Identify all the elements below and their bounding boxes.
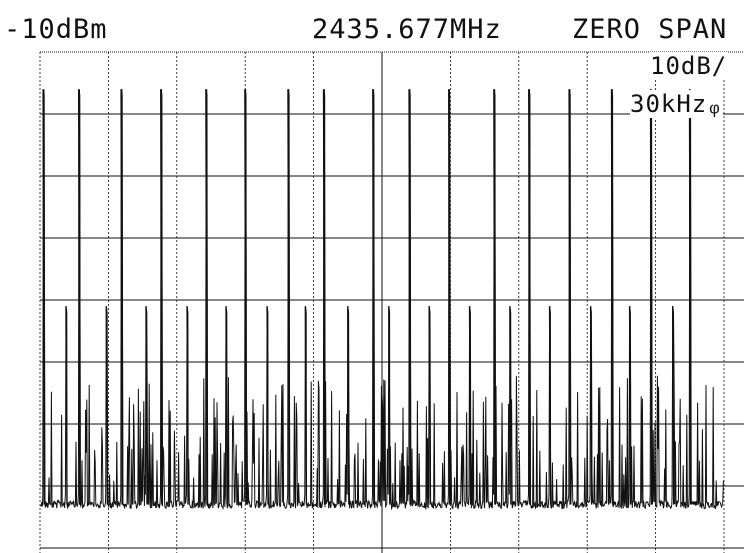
- span-mode: ZERO SPAN: [572, 14, 728, 45]
- trace-peak: [408, 89, 412, 505]
- trace-peak: [649, 89, 653, 505]
- trace-mid-peak: [105, 306, 109, 505]
- trace-peak: [688, 89, 692, 505]
- trace-mid-peak: [388, 306, 391, 505]
- trace-peak: [493, 89, 497, 505]
- trace-line: [39, 89, 724, 511]
- center-frequency: 2435.677MHz: [312, 14, 502, 45]
- trace-mid-peak: [548, 306, 552, 505]
- trace-mid-peak: [468, 306, 472, 505]
- trace-peak: [77, 89, 81, 505]
- reference-level: -10dBm: [4, 14, 108, 45]
- trace-mid-peak: [304, 306, 308, 505]
- trace-peak: [205, 89, 209, 505]
- trace-mid-peak: [428, 306, 431, 505]
- trace-mid-peak: [225, 306, 228, 505]
- trace-mid-peak: [628, 306, 632, 505]
- trace-peak: [568, 89, 572, 505]
- trace-group: [39, 89, 724, 511]
- trace-mid-peak: [509, 306, 512, 505]
- trace-mid-peak: [65, 306, 68, 505]
- trace-mid-peak: [145, 306, 148, 505]
- trace-peak: [528, 89, 532, 505]
- trace-peak: [120, 89, 124, 505]
- trace-mid-peak: [672, 306, 675, 505]
- trace-peak: [610, 89, 614, 505]
- trace-mid-peak: [589, 306, 593, 505]
- trace-peak: [448, 89, 452, 505]
- trace-peak: [287, 89, 291, 505]
- trace-peak: [42, 89, 46, 505]
- trace-peak: [372, 89, 376, 505]
- trace-peak: [244, 89, 248, 505]
- resolution-bandwidth: 30kHzᵩ: [630, 90, 723, 118]
- scale-per-division: 10dB/: [650, 52, 728, 80]
- trace-mid-peak: [266, 306, 269, 505]
- trace-mid-peak: [347, 306, 350, 505]
- trace-peak: [322, 89, 326, 505]
- trace-peak: [160, 89, 164, 505]
- trace-mid-peak: [186, 306, 189, 505]
